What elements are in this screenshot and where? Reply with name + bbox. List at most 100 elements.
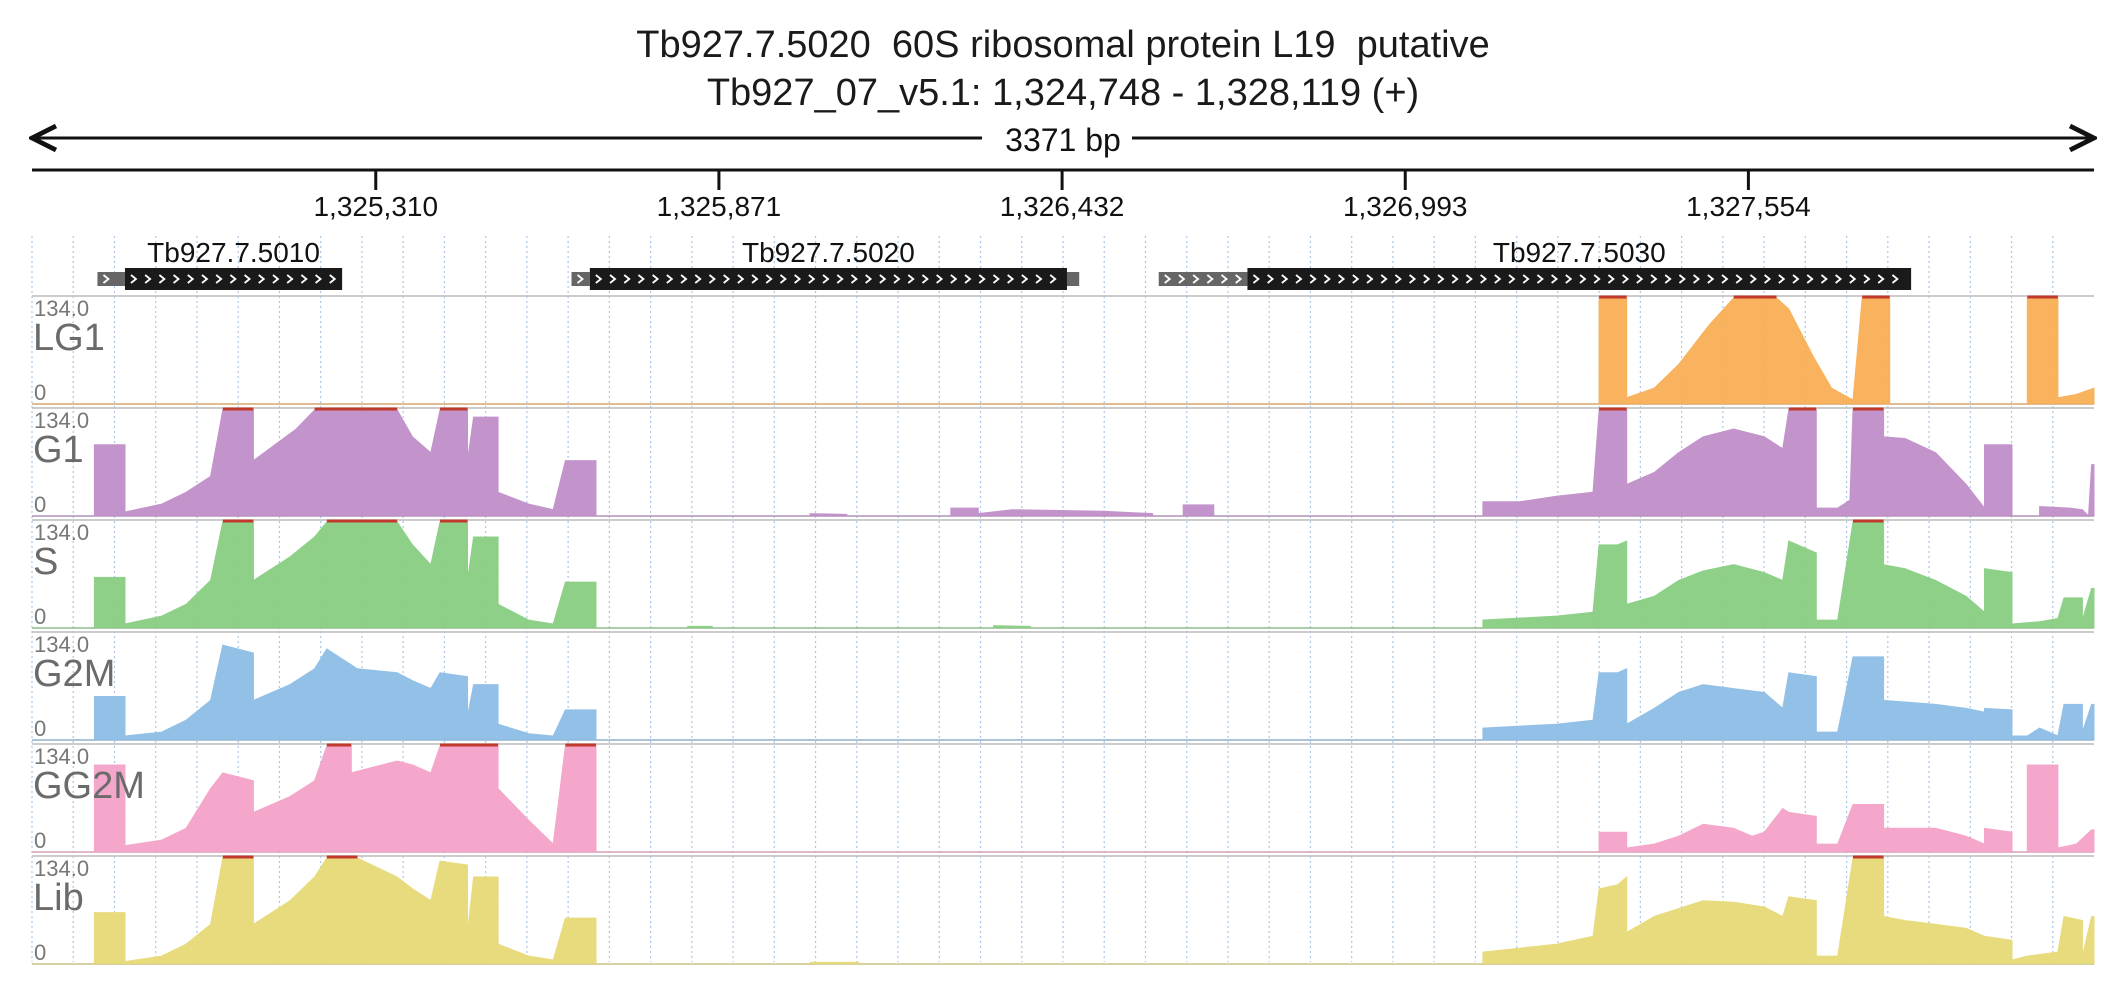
strand-chevron: [130, 274, 138, 284]
strand-chevron: [751, 274, 759, 284]
track-max-label: 134.0: [34, 408, 89, 433]
track-s: 134.0 0 S: [32, 519, 2095, 629]
strand-chevron: [1579, 274, 1587, 284]
strand-chevron: [1409, 274, 1417, 284]
track-name-label: GG2M: [33, 765, 145, 807]
strand-chevron: [1235, 274, 1243, 284]
strand-chevron: [1178, 274, 1186, 284]
strand-chevron: [1480, 274, 1488, 284]
x-axis: 1,325,310 1,325,871 1,326,432 1,326,993 1,32…: [32, 168, 2094, 222]
strand-chevron: [1678, 274, 1686, 284]
x-tick-label: 1,327,554: [1686, 191, 1811, 222]
strand-chevron: [978, 274, 986, 284]
strand-chevron: [836, 274, 844, 284]
strand-chevron: [1437, 274, 1445, 284]
gene-feature: Tb927.7.5010: [97, 237, 343, 290]
strand-chevron: [779, 274, 787, 284]
strand-chevron: [1394, 274, 1402, 284]
strand-chevron: [1423, 274, 1431, 284]
strand-chevron: [865, 274, 873, 284]
span-label: 3371 bp: [1005, 122, 1121, 158]
strand-chevron: [1565, 274, 1573, 284]
strand-chevron: [1451, 274, 1459, 284]
strand-chevron: [850, 274, 858, 284]
strand-chevron: [1792, 274, 1800, 284]
gene-utr: [1066, 272, 1080, 286]
strand-chevron: [708, 274, 716, 284]
gene-feature: Tb927.7.5020: [571, 237, 1080, 290]
strand-chevron: [258, 274, 266, 284]
strand-chevron: [1607, 274, 1615, 284]
gene-utr: [1158, 272, 1248, 286]
strand-chevron: [1693, 274, 1701, 284]
strand-chevron: [1252, 274, 1260, 284]
track-min-label: 0: [34, 380, 46, 405]
strand-chevron: [1820, 274, 1828, 284]
strand-chevron: [1835, 274, 1843, 284]
track-lg1: 134.0 0 LG1: [32, 295, 2095, 405]
strand-chevron: [1707, 274, 1715, 284]
strand-chevron: [286, 274, 294, 284]
strand-chevron: [1622, 274, 1630, 284]
track-name-label: G1: [33, 429, 84, 471]
strand-chevron: [1309, 274, 1317, 284]
strand-chevron: [1849, 274, 1857, 284]
chart-subtitle: Tb927_07_v5.1: 1,324,748 - 1,328,119 (+): [706, 72, 1420, 114]
strand-chevron: [964, 274, 972, 284]
strand-chevron: [173, 274, 181, 284]
strand-chevron: [921, 274, 929, 284]
strand-chevron: [1650, 274, 1658, 284]
x-tick-label: 1,326,993: [1343, 191, 1468, 222]
strand-chevron: [1522, 274, 1530, 284]
strand-chevron: [244, 274, 252, 284]
strand-chevron: [1164, 274, 1172, 284]
strand-chevron: [1338, 274, 1346, 284]
strand-chevron: [300, 274, 308, 284]
strand-chevron: [694, 274, 702, 284]
strand-chevron: [1352, 274, 1360, 284]
gene-feature: Tb927.7.5030: [1158, 237, 1912, 290]
strand-chevron: [1536, 274, 1544, 284]
gene-cds: [1247, 268, 1912, 290]
strand-chevron: [666, 274, 674, 284]
strand-chevron: [822, 274, 830, 284]
coverage-area-lib: [32, 857, 2095, 965]
strand-chevron: [102, 274, 110, 284]
strand-chevron: [1778, 274, 1786, 284]
strand-chevron: [272, 274, 280, 284]
strand-chevron: [1551, 274, 1559, 284]
strand-chevron: [652, 274, 660, 284]
x-tick-label: 1,325,871: [657, 191, 782, 222]
strand-chevron: [765, 274, 773, 284]
coverage-area-lg1: [32, 297, 2095, 405]
strand-chevron: [315, 274, 323, 284]
span-indicator: 3371 bp: [32, 118, 2094, 158]
coverage-area-gg2m: [32, 745, 2095, 853]
strand-chevron: [794, 274, 802, 284]
strand-chevron: [950, 274, 958, 284]
track-max-label: 134.0: [34, 744, 89, 769]
strand-chevron: [623, 274, 631, 284]
strand-chevron: [936, 274, 944, 284]
track-max-label: 134.0: [34, 856, 89, 881]
strand-chevron: [1281, 274, 1289, 284]
track-min-label: 0: [34, 828, 46, 853]
strand-chevron: [158, 274, 166, 284]
strand-chevron: [1749, 274, 1757, 284]
track-gg2m: 134.0 0 GG2M: [32, 743, 2095, 853]
strand-chevron: [1494, 274, 1502, 284]
track-max-label: 134.0: [34, 632, 89, 657]
strand-chevron: [576, 274, 584, 284]
strand-chevron: [229, 274, 237, 284]
track-name-label: Lib: [33, 877, 84, 919]
gene-label: Tb927.7.5020: [742, 237, 915, 268]
strand-chevron: [1877, 274, 1885, 284]
strand-chevron: [907, 274, 915, 284]
strand-chevron: [144, 274, 152, 284]
track-lib: 134.0 0 Lib: [32, 855, 2095, 965]
track-g1: 134.0 0 G1: [32, 407, 2095, 518]
strand-chevron: [879, 274, 887, 284]
strand-chevron: [1806, 274, 1814, 284]
